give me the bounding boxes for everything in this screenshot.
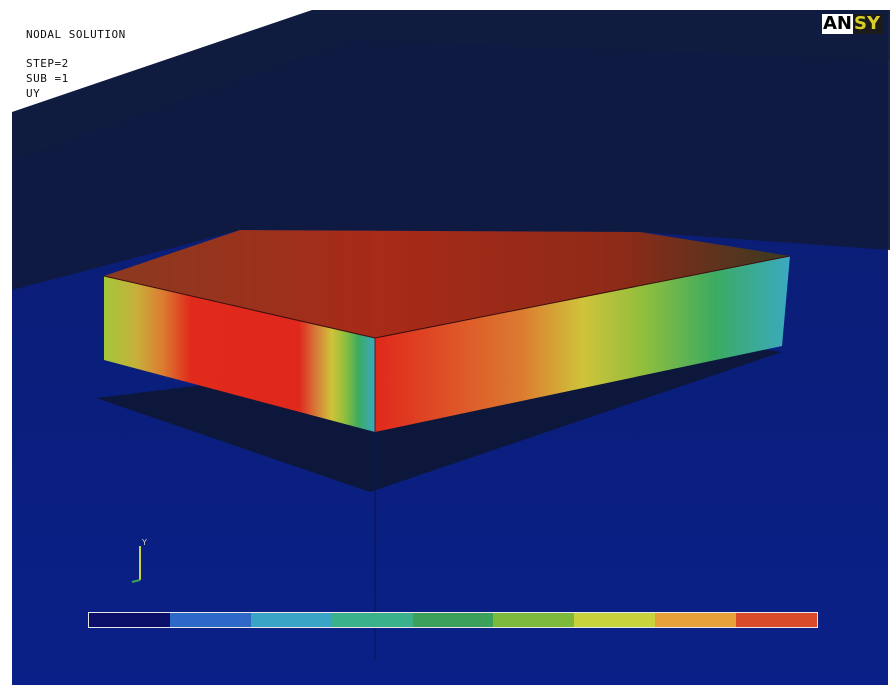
colorbar-band-8 [655,613,737,627]
logo-right-part: SY [853,14,884,34]
canvas-border-top [0,0,892,10]
legend-result: UY [26,87,41,100]
colorbar-band-5 [412,613,494,627]
colorbar-band-6 [493,613,575,627]
upper-plane-shadow [12,10,890,160]
contour-colorbar [88,612,818,628]
colorbar-band-7 [574,613,656,627]
canvas-border-right [888,0,892,685]
colorbar-band-2 [169,613,251,627]
colorbar-band-4 [331,613,413,627]
colorbar-band-3 [250,613,332,627]
legend-sub: SUB =1 [26,72,69,85]
colorbar-band-1 [89,613,170,627]
coordinate-triad: Y [131,538,147,583]
legend-title: NODAL SOLUTION [26,28,126,41]
block-top-face [104,230,790,338]
ansys-logo: AN SY [822,14,884,34]
colorbar-band-9 [736,613,818,627]
logo-left-part: AN [822,13,853,34]
legend-panel [12,10,312,112]
triad-y-label: Y [141,538,147,547]
canvas-border-left [0,0,12,685]
block-front-face [104,276,375,432]
legend-step: STEP=2 [26,57,69,70]
block-right-face [375,256,790,432]
